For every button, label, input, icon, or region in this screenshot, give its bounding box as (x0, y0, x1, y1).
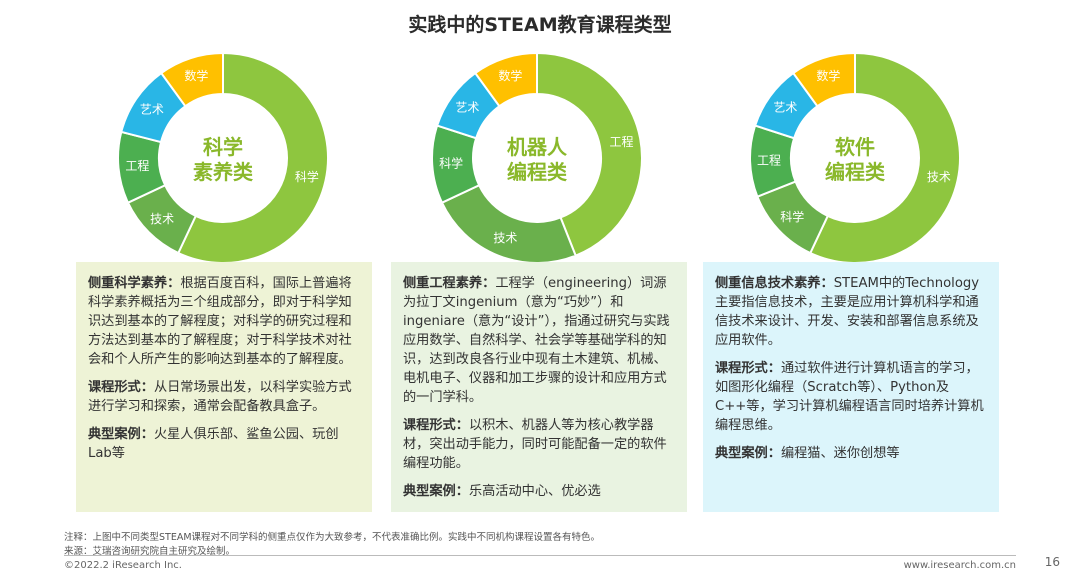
card-section: 课程形式：从日常场景出发，以科学实验方式进行学习和探索，通常会配备教具盒子。 (88, 378, 360, 416)
card-section: 课程形式：通过软件进行计算机语言的学习，如图形化编程（Scratch等）、Pyt… (715, 359, 987, 435)
slice-label: 技术 (150, 212, 174, 226)
page-number: 16 (1044, 555, 1060, 569)
card-science-literacy: 侧重科学素养：根据百度百科，国际上普遍将科学素养概括为三个组成部分，即对于科学知… (76, 262, 372, 512)
slice-label: 艺术 (455, 100, 479, 114)
donut-center-label: 素养类 (193, 160, 253, 184)
footer-divider (64, 555, 1016, 556)
slice-label: 数学 (816, 68, 840, 83)
donut-slice (791, 51, 856, 108)
donut-center-label: 编程类 (507, 160, 567, 184)
slice-label: 数学 (498, 68, 522, 83)
website-link[interactable]: www.iresearch.com.cn (903, 560, 1016, 571)
slice-label: 艺术 (140, 103, 164, 117)
card-section: 典型案例：火星人俱乐部、鲨鱼公园、玩创Lab等 (88, 425, 360, 463)
donut-center-label: 机器人 (507, 135, 568, 159)
section-heading: 课程形式： (715, 361, 781, 376)
slice-label: 艺术 (773, 100, 797, 114)
donut-slice (808, 51, 961, 264)
source-note: 来源：艾瑞咨询研究院自主研究及绘制。 (64, 546, 236, 557)
donut-slice (440, 183, 577, 264)
donut-slice (536, 51, 643, 257)
section-text: 通过软件进行计算机语言的学习，如图形化编程（Scratch等）、Python及C… (715, 361, 984, 433)
section-heading: 典型案例： (715, 446, 781, 461)
section-heading: 侧重工程素养： (403, 276, 496, 291)
donut-slice (473, 51, 538, 108)
page-title: 实践中的STEAM教育课程类型 (408, 14, 672, 36)
slice-label: 科学 (780, 209, 804, 224)
slice-label: 工程 (757, 153, 781, 168)
donut-center-label: 软件 (835, 135, 875, 159)
donut-slice (159, 51, 224, 108)
card-section: 侧重科学素养：根据百度百科，国际上普遍将科学素养概括为三个组成部分，即对于科学知… (88, 274, 360, 369)
section-text: 以积木、机器人等为核心教学器材，突出动手能力，同时可能配备一定的软件编程功能。 (403, 418, 667, 471)
slice-label: 科学 (439, 155, 463, 170)
slice-label: 技术 (927, 170, 951, 184)
donut-slice (176, 51, 329, 264)
section-heading: 课程形式： (403, 418, 469, 433)
card-it-literacy: 侧重信息技术素养：STEAM中的Technology主要指信息技术，主要是应用计… (703, 262, 999, 512)
section-heading: 侧重科学素养： (88, 276, 181, 291)
chart-note: 注释：上图中不同类型STEAM课程对不同学科的侧重点仅作为大致参考，不代表准确比… (64, 532, 601, 543)
donut-center-label: 编程类 (825, 160, 885, 184)
section-heading: 课程形式： (88, 380, 154, 395)
section-heading: 典型案例： (88, 427, 154, 442)
section-text: 编程猫、迷你创想等 (780, 446, 900, 461)
card-section: 侧重工程素养：工程学（engineering）词源为拉丁文ingenium（意为… (403, 274, 675, 407)
slice-label: 技术 (493, 231, 517, 245)
section-text: 工程学（engineering）词源为拉丁文ingenium（意为“巧妙”）和i… (403, 276, 670, 405)
section-text: 乐高活动中心、优必选 (468, 484, 601, 499)
donut-center-label: 科学 (203, 135, 243, 159)
section-text: 从日常场景出发，以科学实验方式进行学习和探索，通常会配备教具盒子。 (88, 380, 352, 414)
slice-label: 科学 (295, 169, 319, 184)
card-section: 侧重信息技术素养：STEAM中的Technology主要指信息技术，主要是应用计… (715, 274, 987, 350)
section-text: 根据百度百科，国际上普遍将科学素养概括为三个组成部分，即对于科学知识达到基本的了… (88, 276, 352, 367)
section-heading: 侧重信息技术素养： (715, 276, 834, 291)
section-text: 火星人俱乐部、鲨鱼公园、玩创Lab等 (88, 427, 339, 461)
section-text: STEAM中的Technology主要指信息技术，主要是应用计算机科学和通信技术… (715, 276, 980, 348)
card-section: 典型案例：编程猫、迷你创想等 (715, 444, 987, 463)
slice-label: 工程 (609, 134, 633, 149)
slice-label: 工程 (125, 158, 149, 173)
copyright: ©2022.2 iResearch Inc. (64, 560, 182, 571)
slice-label: 数学 (184, 68, 208, 83)
card-engineering-literacy: 侧重工程素养：工程学（engineering）词源为拉丁文ingenium（意为… (391, 262, 687, 512)
card-section: 课程形式：以积木、机器人等为核心教学器材，突出动手能力，同时可能配备一定的软件编… (403, 416, 675, 473)
card-section: 典型案例：乐高活动中心、优必选 (403, 482, 675, 501)
section-heading: 典型案例： (403, 484, 469, 499)
